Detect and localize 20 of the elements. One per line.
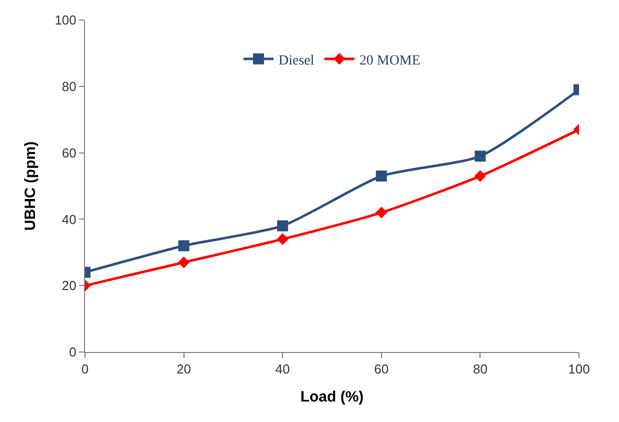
point bbox=[376, 206, 388, 218]
x-tick-label: 80 bbox=[472, 362, 488, 377]
legend-label: Diesel bbox=[278, 53, 314, 68]
legend-label: 20 MOME bbox=[359, 53, 420, 68]
x-tick-label: 40 bbox=[275, 362, 290, 377]
x-tick-label: 0 bbox=[81, 362, 89, 377]
point bbox=[276, 233, 288, 245]
y-axis-title: UBHC (ppm) bbox=[22, 141, 39, 231]
point bbox=[277, 220, 288, 232]
y-tick-label: 0 bbox=[69, 344, 76, 360]
x-tick-label: 60 bbox=[374, 362, 389, 377]
x-tick-label: 20 bbox=[176, 362, 192, 377]
y-tick-label: 20 bbox=[62, 278, 76, 294]
y-tick-label: 60 bbox=[62, 145, 76, 160]
y-tick-label: 80 bbox=[62, 78, 76, 94]
y-tick-label: 100 bbox=[54, 12, 76, 28]
point bbox=[376, 170, 387, 182]
y-tick-label: 40 bbox=[62, 212, 76, 227]
x-tick-label: 100 bbox=[568, 362, 590, 377]
x-axis-title: Load (%) bbox=[300, 388, 364, 406]
